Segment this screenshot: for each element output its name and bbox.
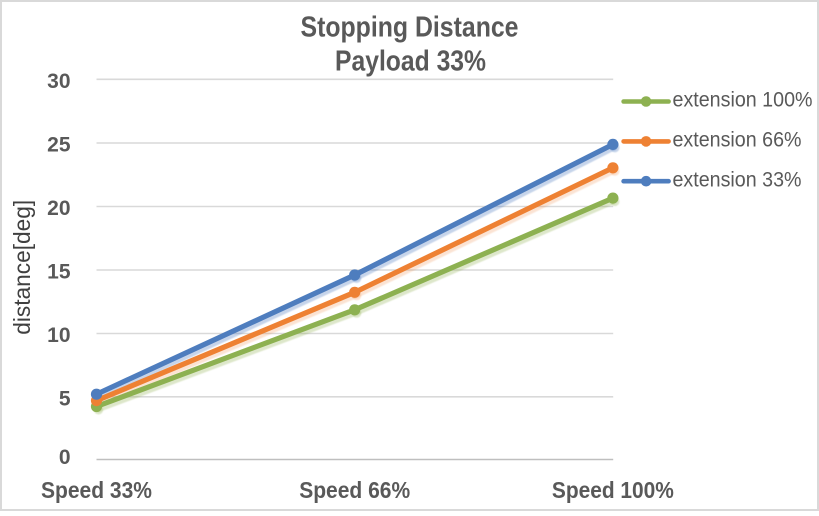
svg-text:Stopping Distance: Stopping Distance	[301, 12, 519, 44]
svg-text:Speed 100%: Speed 100%	[552, 477, 674, 503]
svg-text:Speed 66%: Speed 66%	[299, 477, 410, 503]
svg-text:15: 15	[47, 261, 71, 284]
svg-text:Speed 33%: Speed 33%	[41, 477, 152, 503]
svg-text:20: 20	[47, 197, 70, 220]
svg-text:25: 25	[47, 134, 71, 157]
svg-text:extension 33%: extension 33%	[673, 167, 802, 191]
svg-text:extension 100%: extension 100%	[673, 88, 813, 112]
svg-text:5: 5	[59, 387, 71, 410]
svg-text:0: 0	[59, 446, 71, 469]
svg-text:distance[deg]: distance[deg]	[9, 200, 35, 335]
svg-text:Payload 33%: Payload 33%	[335, 46, 486, 78]
svg-text:10: 10	[47, 324, 70, 347]
svg-text:30: 30	[47, 70, 70, 93]
svg-text:extension 66%: extension 66%	[673, 128, 802, 152]
